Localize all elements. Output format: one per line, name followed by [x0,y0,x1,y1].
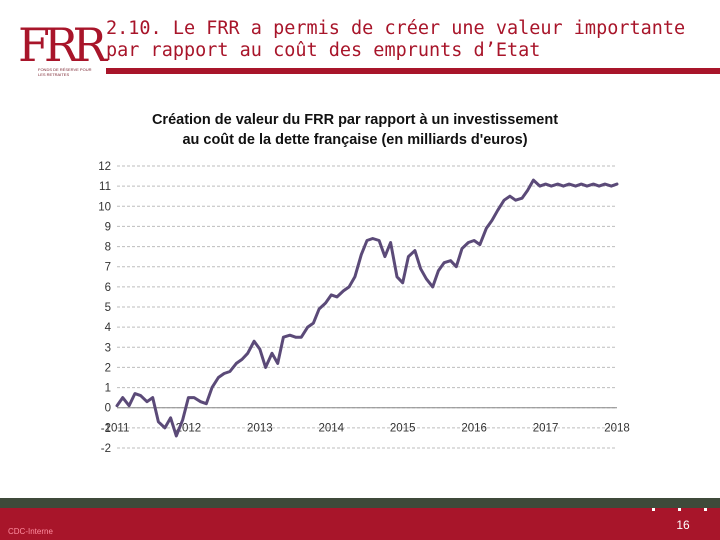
y-tick-label: 9 [105,221,111,233]
frr-logo: FRR FONDS DE RÉSERVE POUR LES RETRAITES [18,20,107,80]
footer-label: CDC-Interne [8,527,53,536]
x-tick-label: 2018 [604,423,630,435]
footer-dot [652,508,655,511]
y-tick-label: 2 [105,362,111,374]
frr-logo-tagline: FONDS DE RÉSERVE POUR LES RETRAITES [38,67,92,77]
y-tick-label: 7 [105,262,111,274]
x-tick-label: 2014 [318,423,344,435]
y-tick-label: 10 [98,201,111,213]
y-tick-label: 11 [99,181,111,193]
frr-logo-monogram: FRR [18,18,107,72]
x-tick-label: 2015 [390,423,416,435]
footer-dot [678,508,681,511]
x-tick-label: 2012 [176,423,202,435]
slide-title: 2.10. Le FRR a permis de créer une valeu… [106,18,686,61]
line-chart: Création de valeur du FRR par rapport à … [85,102,645,464]
page-number: 16 [676,518,690,532]
y-tick-label: 3 [105,342,111,354]
x-tick-label: 2016 [461,423,487,435]
x-tick-label: 2011 [105,423,130,435]
y-tick-label: 12 [98,161,111,173]
title-rule [106,68,720,74]
footer-dot [704,508,707,511]
y-tick-label: 8 [105,242,111,254]
y-tick-label: 1 [105,383,111,395]
x-tick-label: 2017 [533,423,559,435]
y-tick-label: -1 [101,423,111,435]
y-tick-label: 6 [105,282,111,294]
x-tick-label: 2013 [247,423,273,435]
footer-stripe [0,498,720,508]
y-tick-label: 4 [105,322,112,334]
y-tick-label: 0 [105,403,111,415]
y-tick-label: -2 [101,443,111,455]
series-line [115,178,619,438]
chart-title: Création de valeur du FRR par rapport à … [85,110,625,150]
chart-title-line-1: Création de valeur du FRR par rapport à … [151,112,559,128]
chart-title-line-2: au coût de la dette française (en millia… [182,132,528,148]
y-tick-label: 5 [105,302,111,314]
